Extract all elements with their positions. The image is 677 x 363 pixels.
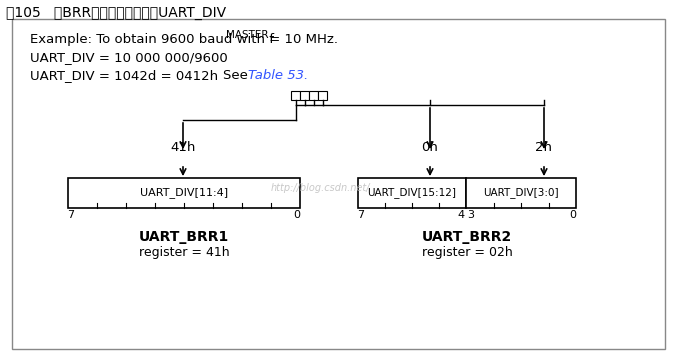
Text: See: See: [206, 69, 252, 82]
Text: 0: 0: [294, 210, 301, 220]
Text: UART_DIV[11:4]: UART_DIV[11:4]: [140, 188, 228, 199]
Bar: [318, 91, 327, 100]
Text: UART_DIV[3:0]: UART_DIV[3:0]: [483, 188, 559, 199]
Text: UART_DIV = 1042d = 0412h: UART_DIV = 1042d = 0412h: [30, 69, 218, 82]
Text: UART_DIV[15:12]: UART_DIV[15:12]: [368, 188, 456, 199]
Text: 7: 7: [68, 210, 74, 220]
Bar: [300, 91, 309, 100]
Text: 4: 4: [458, 210, 464, 220]
Text: register = 41h: register = 41h: [139, 246, 230, 259]
Text: 0: 0: [569, 210, 577, 220]
Text: UART_BRR2: UART_BRR2: [422, 230, 512, 244]
Text: register = 02h: register = 02h: [422, 246, 512, 259]
Text: Example: To obtain 9600 baud with f: Example: To obtain 9600 baud with f: [30, 33, 274, 46]
Text: 3: 3: [468, 210, 475, 220]
Text: 41h: 41h: [171, 141, 196, 154]
Text: Table 53.: Table 53.: [248, 69, 308, 82]
Bar: [466, 178, 576, 208]
Text: 0h: 0h: [422, 141, 439, 154]
Text: 7: 7: [357, 210, 364, 220]
Bar: [309, 91, 318, 100]
Text: UART_DIV = 10 000 000/9600: UART_DIV = 10 000 000/9600: [30, 51, 227, 64]
Text: http://blog.csdn.net/: http://blog.csdn.net/: [270, 183, 370, 193]
Text: MASTER: MASTER: [226, 30, 269, 40]
Text: 图105   在BRR寄存器里如何编写UART_DIV: 图105 在BRR寄存器里如何编写UART_DIV: [6, 6, 226, 20]
Bar: [358, 178, 466, 208]
Text: = 10 MHz.: = 10 MHz.: [265, 33, 338, 46]
Text: 2h: 2h: [536, 141, 552, 154]
Text: UART_BRR1: UART_BRR1: [139, 230, 229, 244]
Bar: [291, 91, 300, 100]
Bar: [68, 178, 300, 208]
